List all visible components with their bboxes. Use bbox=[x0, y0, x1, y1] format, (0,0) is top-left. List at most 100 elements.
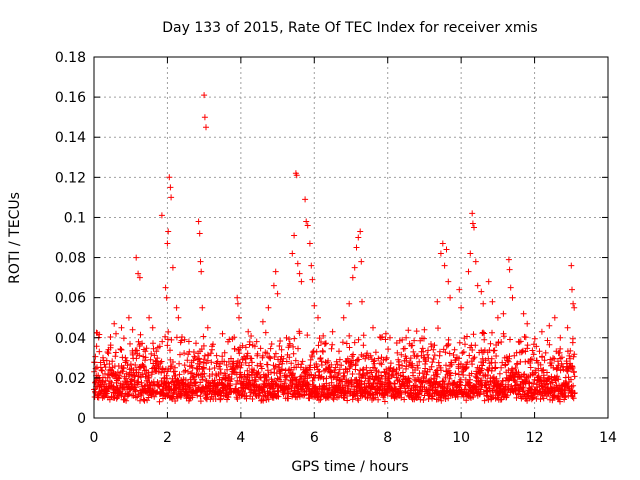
data-point bbox=[140, 364, 147, 370]
data-point bbox=[490, 392, 497, 399]
data-point bbox=[387, 334, 393, 341]
data-point bbox=[323, 340, 329, 347]
data-point bbox=[556, 349, 563, 356]
data-point-spike bbox=[133, 254, 140, 261]
data-point bbox=[242, 344, 249, 351]
data-point bbox=[407, 355, 414, 362]
data-point bbox=[268, 369, 274, 376]
data-point bbox=[430, 356, 437, 362]
data-point bbox=[246, 338, 253, 345]
data-point bbox=[496, 370, 503, 377]
data-point bbox=[405, 327, 412, 334]
data-point bbox=[201, 370, 208, 377]
x-axis-label: GPS time / hours bbox=[291, 459, 408, 475]
data-point bbox=[317, 355, 324, 361]
data-point bbox=[431, 342, 438, 349]
data-point bbox=[567, 347, 574, 354]
y-tick-label: 0.14 bbox=[55, 130, 86, 146]
data-point bbox=[541, 357, 548, 364]
data-point-spike bbox=[382, 330, 389, 337]
data-point bbox=[477, 378, 484, 385]
data-point bbox=[126, 391, 133, 397]
y-tick-label: 0.06 bbox=[55, 291, 86, 307]
data-point-spike bbox=[443, 246, 450, 253]
data-point bbox=[143, 345, 150, 352]
data-point bbox=[139, 340, 146, 347]
data-point bbox=[320, 348, 326, 355]
data-point-spike bbox=[494, 314, 501, 321]
data-point bbox=[264, 367, 271, 374]
data-point bbox=[286, 336, 292, 343]
data-point-spike bbox=[478, 288, 485, 295]
data-point-spike bbox=[445, 278, 452, 285]
data-point bbox=[533, 343, 540, 350]
data-point-spike bbox=[265, 304, 272, 311]
data-point bbox=[208, 359, 215, 366]
data-point bbox=[141, 383, 148, 390]
data-point bbox=[414, 365, 421, 371]
data-point bbox=[366, 380, 373, 387]
data-point bbox=[481, 397, 488, 404]
data-point bbox=[172, 364, 178, 371]
y-tick-label: 0.02 bbox=[55, 371, 86, 387]
data-point bbox=[569, 335, 576, 342]
data-point bbox=[447, 372, 454, 379]
data-point-spike bbox=[315, 314, 321, 321]
data-point bbox=[419, 379, 426, 386]
data-point-spike bbox=[568, 262, 575, 269]
data-point bbox=[355, 356, 362, 363]
data-point bbox=[537, 396, 544, 403]
data-point bbox=[457, 360, 464, 367]
data-point bbox=[318, 339, 324, 345]
data-point bbox=[484, 372, 491, 379]
data-point bbox=[219, 353, 226, 360]
data-point bbox=[443, 362, 449, 369]
data-point-spike bbox=[465, 268, 472, 275]
data-point bbox=[179, 334, 185, 340]
data-point-spike bbox=[166, 174, 173, 181]
data-point bbox=[492, 365, 498, 372]
data-point bbox=[530, 351, 537, 358]
data-point bbox=[346, 344, 353, 351]
data-point bbox=[329, 341, 336, 348]
data-point bbox=[164, 342, 171, 349]
data-point bbox=[268, 341, 275, 347]
data-point bbox=[571, 373, 578, 380]
data-point-spike bbox=[447, 294, 454, 301]
data-point bbox=[210, 341, 216, 348]
y-tick-label: 0 bbox=[77, 411, 86, 427]
data-point-spike bbox=[349, 274, 356, 281]
data-point bbox=[531, 335, 538, 342]
data-point bbox=[200, 333, 207, 340]
data-point bbox=[387, 360, 394, 367]
data-point bbox=[351, 339, 358, 346]
data-point bbox=[199, 373, 206, 380]
data-point bbox=[99, 367, 106, 374]
data-point bbox=[237, 364, 244, 371]
data-point bbox=[114, 369, 121, 376]
data-point bbox=[431, 352, 438, 359]
data-point bbox=[147, 356, 154, 363]
data-point-spike bbox=[197, 258, 204, 265]
data-point bbox=[332, 364, 339, 371]
data-point bbox=[264, 350, 271, 357]
data-point bbox=[207, 350, 214, 357]
data-point bbox=[399, 362, 406, 369]
data-point bbox=[271, 366, 278, 372]
data-point-spike bbox=[469, 210, 476, 217]
data-point bbox=[522, 334, 529, 341]
data-point-spike bbox=[198, 268, 205, 275]
data-point bbox=[304, 332, 311, 339]
data-point bbox=[344, 368, 351, 375]
data-point-spike bbox=[303, 218, 310, 225]
data-point bbox=[290, 343, 297, 350]
data-point bbox=[127, 361, 134, 368]
data-point bbox=[251, 387, 258, 394]
data-point bbox=[233, 381, 240, 388]
data-point-spike bbox=[358, 258, 365, 265]
data-point bbox=[339, 339, 346, 346]
data-point bbox=[170, 359, 176, 365]
data-point bbox=[244, 367, 251, 374]
data-point-spike bbox=[195, 218, 202, 225]
data-point bbox=[200, 342, 207, 349]
